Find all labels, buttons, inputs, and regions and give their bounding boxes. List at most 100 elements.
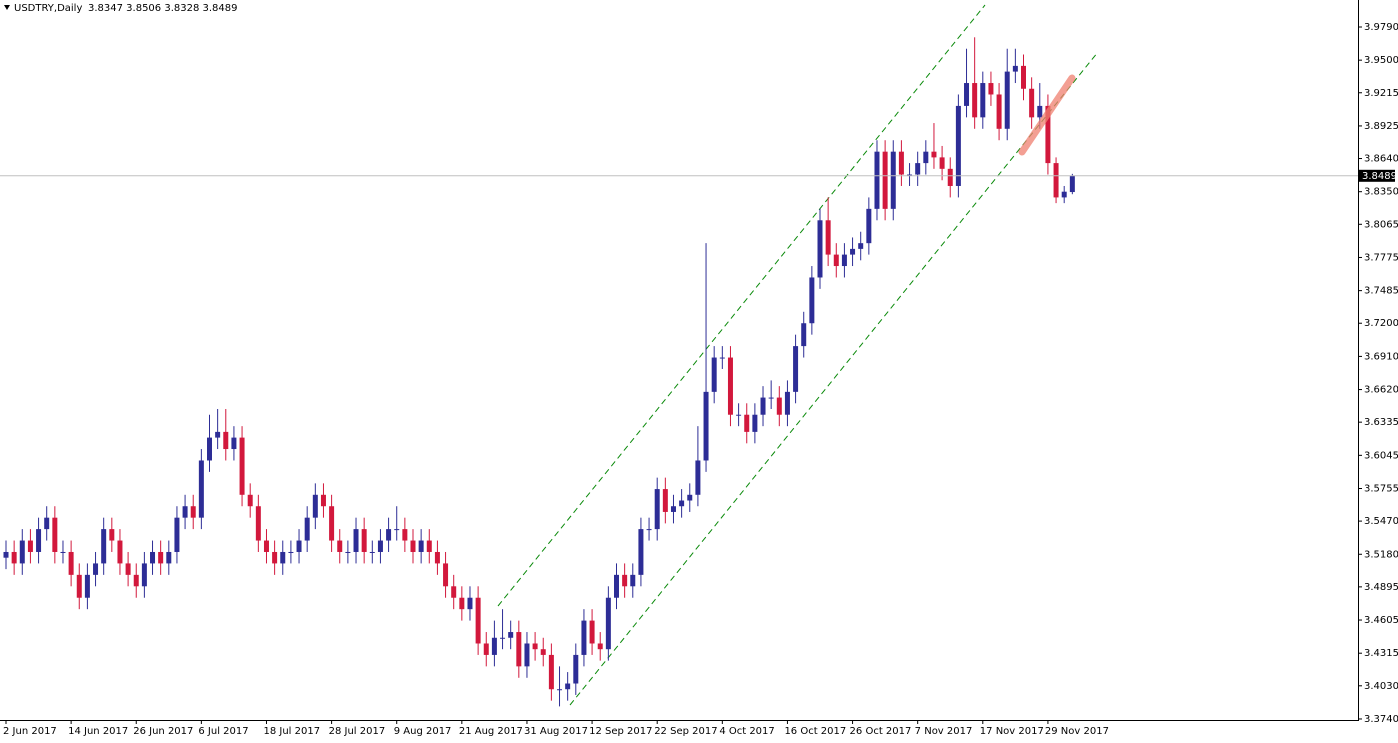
candle-body: [1045, 105, 1051, 164]
x-tick-label: 12 Sep 2017: [589, 726, 652, 737]
candle-body: [939, 157, 945, 169]
candle-body: [711, 357, 717, 392]
y-tick-label: 3.7485: [1364, 286, 1398, 297]
candle-body: [459, 597, 465, 610]
candle-body: [947, 168, 953, 186]
candle-body: [320, 494, 326, 507]
x-tick-label: 28 Jul 2017: [329, 726, 386, 737]
y-tick-label: 3.9790: [1364, 22, 1398, 33]
candle-body: [988, 83, 994, 95]
candle-body: [182, 506, 188, 518]
candle-body: [1069, 175, 1075, 193]
candle-body: [630, 574, 636, 587]
y-tick-label: 3.6910: [1364, 351, 1398, 362]
y-tick-label: 3.4030: [1364, 681, 1398, 692]
x-tick-label: 29 Nov 2017: [1045, 726, 1109, 737]
candle-body: [882, 151, 888, 209]
candle-body: [68, 551, 74, 575]
candle-body: [353, 529, 359, 552]
candle-body: [369, 551, 375, 553]
candle-body: [117, 540, 123, 564]
x-tick-label: 16 Oct 2017: [784, 726, 846, 737]
candle-body: [589, 620, 595, 644]
candle-body: [483, 643, 489, 655]
y-tick-label: 3.3740: [1364, 714, 1398, 725]
x-tick-label: 14 Jun 2017: [68, 726, 128, 737]
y-tick-label: 3.5180: [1364, 549, 1398, 560]
candle-body: [329, 506, 335, 541]
candle-body: [752, 414, 758, 432]
candle-body: [1021, 65, 1026, 89]
candle-body: [841, 254, 847, 267]
candle-body: [231, 437, 237, 450]
candle-body: [972, 83, 978, 118]
candle-body: [198, 460, 204, 518]
candle-body: [101, 529, 107, 564]
candle-body: [27, 540, 33, 552]
candle-body: [955, 105, 961, 186]
candle-body: [426, 540, 432, 552]
y-tick-label: 3.4895: [1364, 582, 1398, 593]
candle-body: [793, 346, 799, 392]
candle-body: [109, 529, 115, 541]
candle-body: [410, 540, 416, 552]
candle-body: [84, 574, 90, 598]
candle-body: [386, 529, 392, 541]
candle-body: [646, 529, 652, 531]
candle-body: [727, 357, 733, 415]
candle-body: [190, 506, 196, 518]
x-tick-label: 2 Jun 2017: [3, 726, 57, 737]
candle-body: [304, 517, 310, 541]
candle-body: [443, 563, 449, 587]
chart-ohlc: 3.8347 3.8506 3.8328 3.8489: [88, 3, 238, 14]
candle-body: [980, 83, 986, 118]
candle-body: [703, 391, 709, 461]
candle-body: [654, 489, 660, 530]
y-tick-label: 3.7775: [1364, 252, 1398, 263]
candle-body: [809, 277, 815, 324]
x-tick-label: 9 Aug 2017: [394, 726, 452, 737]
candle-body: [898, 151, 904, 175]
candle-body: [850, 248, 856, 255]
candle-body: [557, 689, 563, 691]
candle-body: [573, 654, 579, 684]
candle-body: [744, 414, 750, 432]
candle-body: [76, 574, 82, 598]
x-tick-label: 18 Jul 2017: [263, 726, 320, 737]
candle-body: [475, 597, 481, 644]
candle-body: [907, 174, 913, 176]
candle-body: [670, 506, 676, 512]
y-tick-label: 3.6335: [1364, 417, 1398, 428]
candle-body: [833, 254, 839, 267]
candle-body: [524, 643, 530, 667]
candle-body: [239, 437, 245, 495]
y-tick-label: 3.9500: [1364, 55, 1398, 66]
candle-body: [255, 506, 261, 541]
candle-body: [174, 517, 180, 552]
candle-body: [19, 540, 25, 564]
candle-body: [1061, 191, 1067, 198]
candle-body: [500, 637, 506, 639]
candle-body: [866, 208, 872, 244]
candle-body: [377, 540, 383, 552]
candle-body: [345, 551, 351, 553]
y-tick-label: 3.5755: [1364, 484, 1398, 495]
candle-body: [402, 529, 408, 541]
candle-body: [687, 494, 693, 501]
menu-arrow[interactable]: [4, 5, 10, 10]
candle-body: [467, 597, 473, 610]
y-tick-label: 3.5470: [1364, 516, 1398, 527]
candle-body: [719, 357, 725, 359]
channel-upper: [497, 4, 986, 607]
candle-body: [11, 551, 17, 564]
candle-body: [60, 551, 66, 553]
candle-body: [394, 529, 400, 531]
candle-body: [451, 586, 457, 598]
x-tick-label: 7 Nov 2017: [915, 726, 973, 737]
candle-body: [1004, 71, 1010, 129]
chart-title: USDTRY,Daily: [14, 3, 82, 14]
candle-body: [614, 574, 619, 598]
candle-body: [1029, 88, 1035, 118]
